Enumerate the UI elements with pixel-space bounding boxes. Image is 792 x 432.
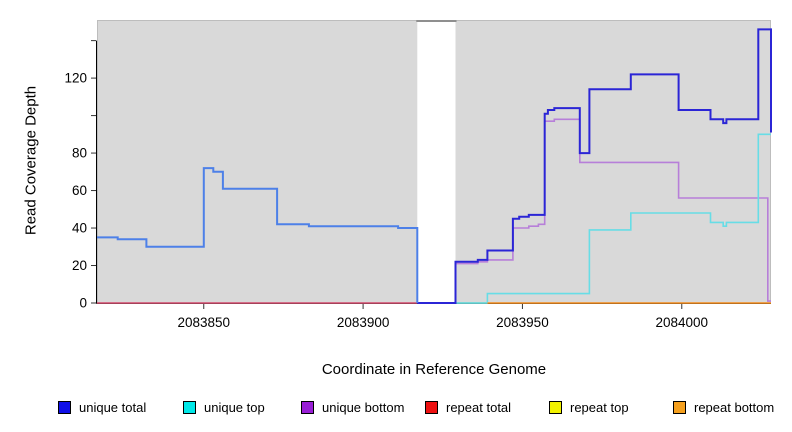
y-tick-label: 20 (72, 258, 87, 273)
y-tick-label: 80 (72, 146, 87, 161)
y-axis-title: Read Coverage Depth (22, 85, 40, 236)
series-unique-total-left-of-gap- (97, 167, 419, 303)
y-tick-label: 40 (72, 221, 87, 236)
x-axis-title: Coordinate in Reference Genome (321, 361, 547, 378)
x-tick-label: 2083950 (496, 315, 549, 330)
x-tick-label: 2084000 (655, 315, 708, 330)
series-unique-top (455, 133, 771, 304)
series-unique-total-right-of-gap- (417, 28, 772, 304)
x-tick-label: 2083900 (337, 315, 390, 330)
shaded-region (97, 20, 418, 303)
y-tick-label: 60 (72, 183, 87, 198)
shaded-region (455, 20, 771, 303)
y-tick-label: 120 (64, 71, 87, 86)
y-tick-label: 0 (79, 296, 87, 311)
x-tick-label: 2083850 (177, 315, 230, 330)
